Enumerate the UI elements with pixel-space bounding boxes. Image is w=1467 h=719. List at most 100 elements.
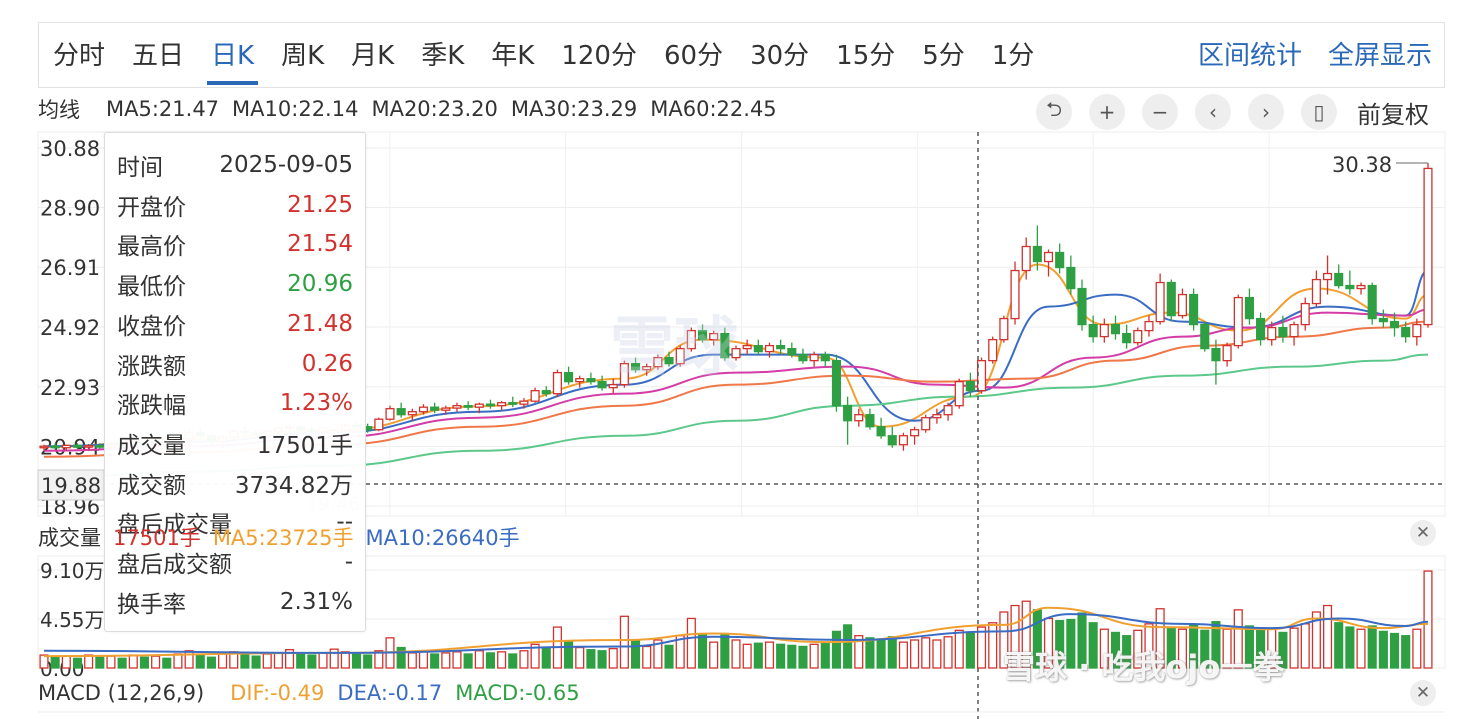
tooltip-value: 17501手: [256, 432, 353, 459]
volume-bar: [396, 646, 406, 669]
volume-bar: [1367, 625, 1377, 669]
undo-icon[interactable]: ⮌: [1036, 94, 1072, 130]
zoom-out-icon[interactable]: −: [1142, 94, 1178, 130]
volume-bar: [273, 652, 283, 669]
tab-6[interactable]: 年K: [491, 41, 535, 71]
candle-up: [976, 359, 987, 392]
tooltip-value: 1.23%: [279, 390, 353, 417]
candle-up: [999, 317, 1009, 341]
volume-bar: [1144, 623, 1154, 669]
macd-close-icon[interactable]: ✕: [1410, 680, 1436, 706]
tooltip-row: 成交额 3734.82万: [117, 463, 353, 503]
volume-bar: [921, 637, 931, 669]
volume-bar: [1088, 622, 1098, 669]
volume-bar: [151, 655, 161, 669]
tab-2[interactable]: 日K: [207, 23, 259, 89]
volume-bar: [1412, 628, 1422, 669]
tab-7[interactable]: 120分: [561, 41, 637, 71]
candle-down: [1389, 320, 1400, 329]
volume-bar: [117, 657, 127, 669]
volume-close-icon[interactable]: ✕: [1410, 520, 1436, 546]
tooltip-row: 涨跌额 0.26: [117, 344, 353, 384]
candle-up: [686, 329, 696, 350]
volume-bar: [697, 633, 708, 669]
candle-up: [519, 400, 529, 405]
volume-bar: [497, 651, 507, 669]
volume-bar: [530, 643, 540, 669]
volume-bar: [865, 637, 875, 669]
volume-bar: [820, 642, 830, 669]
volume-bar: [195, 654, 205, 669]
volume-current: 17501手: [113, 526, 201, 550]
tooltip-value: -: [344, 549, 353, 575]
pan-left-icon[interactable]: ‹: [1195, 94, 1231, 130]
volume-bar: [653, 639, 663, 669]
pan-right-icon[interactable]: ›: [1248, 94, 1284, 130]
volume-bar: [586, 649, 596, 669]
volume-bar: [1300, 623, 1310, 669]
tooltip-key: 盘后成交量: [117, 512, 232, 539]
volume-bar: [1423, 570, 1433, 669]
zoom-in-icon[interactable]: +: [1089, 94, 1125, 130]
volume-bar: [1155, 608, 1165, 669]
volume-bar: [1356, 628, 1366, 669]
tab-4[interactable]: 月K: [351, 41, 395, 71]
candle-up: [1311, 278, 1321, 305]
tab-8[interactable]: 60分: [663, 41, 724, 71]
volume-bar: [764, 641, 775, 669]
period-tabs: 分时 五日 日K 周K 月K 季K 年K 120分 60分 30分 15分 5分 1分: [53, 23, 1061, 89]
fullscreen-link[interactable]: 全屏显示: [1327, 41, 1432, 71]
tooltip-value: 21.25: [287, 191, 353, 218]
volume-bar: [1200, 629, 1210, 669]
tab-9[interactable]: 30分: [750, 41, 810, 71]
candle-up: [407, 411, 417, 416]
tooltip-key: 时间: [117, 155, 163, 181]
crosshair-price-label: 19.88: [41, 474, 101, 498]
candle-up: [932, 414, 942, 419]
tooltip-value: 21.48: [287, 310, 353, 337]
volume-bar: [988, 622, 998, 669]
candle-up: [1233, 296, 1243, 347]
candle-down: [1200, 323, 1210, 350]
candle-up: [474, 403, 484, 408]
candle-type-icon[interactable]: ▯: [1301, 94, 1337, 130]
volume-bar: [430, 653, 440, 669]
tab-12[interactable]: 1分: [991, 41, 1035, 71]
tooltip-value: 2025-09-05: [219, 152, 353, 178]
candle-down: [965, 381, 975, 392]
volume-bar: [441, 652, 451, 669]
volume-bar: [508, 653, 518, 669]
candle-up: [921, 417, 931, 431]
candle-down: [820, 353, 830, 362]
volume-bar: [932, 639, 942, 669]
tab-10[interactable]: 15分: [836, 41, 896, 71]
volume-bar: [284, 649, 295, 669]
candle-up: [619, 362, 629, 386]
tab-11[interactable]: 5分: [922, 41, 965, 71]
candle-down: [1066, 266, 1076, 290]
ma10-value: MA10:22.14: [232, 97, 359, 121]
candle-up: [385, 408, 395, 420]
tab-0[interactable]: 分时: [53, 41, 106, 71]
tooltip-row: 涨跌幅 1.23%: [117, 383, 353, 423]
candle-down: [843, 405, 853, 422]
range-stats-link[interactable]: 区间统计: [1197, 41, 1302, 71]
price-adjust-selector[interactable]: 前复权: [1357, 100, 1429, 129]
tab-1[interactable]: 五日: [132, 41, 185, 71]
tab-5[interactable]: 季K: [421, 41, 465, 71]
candle-down: [396, 408, 406, 416]
candle-up: [1322, 272, 1333, 281]
tab-3[interactable]: 周K: [281, 41, 325, 71]
volume-bar: [831, 630, 842, 669]
high-marker-label: 30.38: [1332, 153, 1392, 177]
tooltip-value: 0.26: [301, 350, 353, 377]
macd-value: MACD:-0.65: [455, 681, 580, 705]
candle-up: [1133, 329, 1143, 344]
volume-bar: [965, 632, 975, 669]
volume-bar: [452, 651, 462, 669]
volume-bar: [50, 656, 60, 669]
tooltip-row: 成交量 17501手: [117, 423, 353, 463]
volume-bar: [1055, 619, 1065, 669]
volume-bar: [162, 657, 172, 669]
volume-bar: [1278, 631, 1288, 669]
